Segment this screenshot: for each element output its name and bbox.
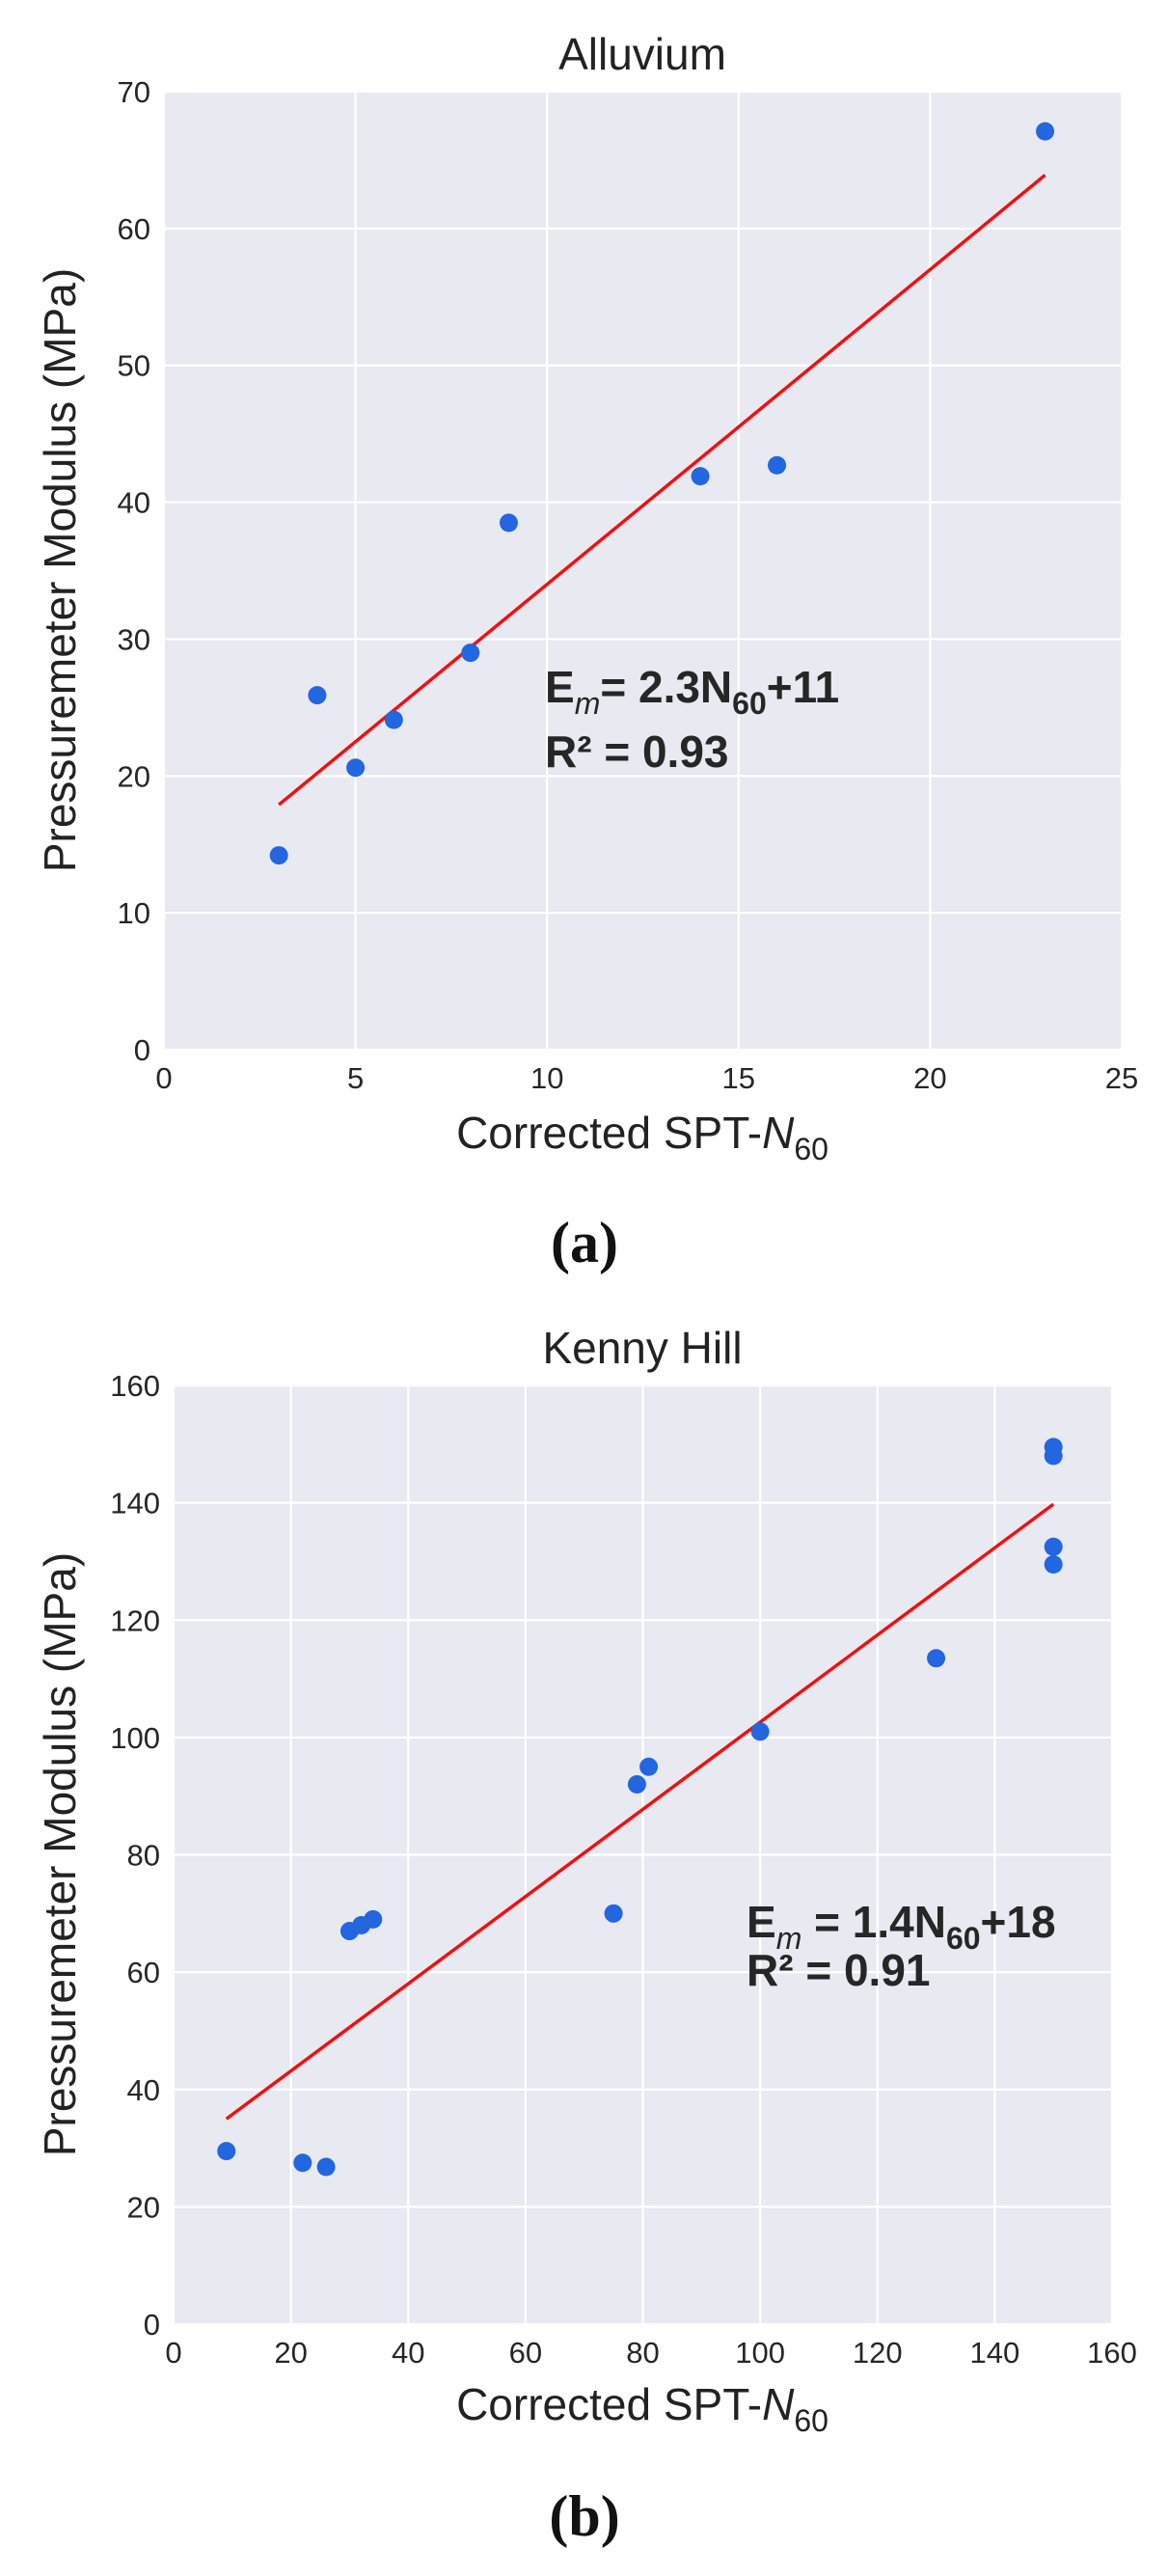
x-axis-label: Corrected SPT-N60 [456,1108,828,1166]
x-tick-label: 5 [347,1061,364,1095]
data-point [499,513,518,533]
gridlines [172,1384,1114,2326]
data-point [1044,1554,1063,1574]
data-point [461,644,480,663]
x-tick-label: 10 [530,1061,563,1095]
data-point [384,710,403,729]
x-axis-label-sub: 60 [794,2403,828,2438]
y-axis-label: Pressuremeter Modulus (MPa) [35,1552,85,2156]
panel-letter: a [570,1211,599,1274]
eq-rhs: = 2.3N [600,662,732,712]
panel-letter: b [568,2484,600,2548]
chart-title: Alluvium [558,29,726,79]
x-axis-label-main: Corrected SPT- [456,1108,762,1158]
eq-rhs: = 1.4N [801,1897,946,1947]
data-point [1044,1537,1063,1556]
r-squared: R² = 0.93 [545,726,729,777]
data-point [1044,1438,1063,1457]
data-point [364,1909,383,1929]
chart-alluvium: 0 5 10 15 20 25 0 10 20 30 40 50 60 70 Alluvium Corre… [35,29,1138,1274]
x-axis-label-sub: 60 [794,1132,828,1166]
data-point [768,455,787,475]
plot-area [164,92,1122,1050]
x-tick-label: 120 [853,2336,903,2370]
y-tick-label: 50 [118,349,150,383]
regression-line [278,174,1046,807]
data-points [269,122,1055,865]
y-tick-label: 0 [134,1033,150,1067]
data-point [604,1904,623,1923]
x-tick-label: 15 [722,1061,755,1095]
regression-equation: Em= 2.3N60+11 [545,662,839,721]
eq-lhs: E [545,662,575,712]
eq-lhs-sub: m [575,686,601,721]
y-tick-label: 140 [110,1487,160,1521]
r-squared: R² = 0.91 [747,1945,931,1995]
data-point [691,467,710,486]
regression-equation: Em = 1.4N60+18 [747,1897,1056,1956]
panel-label-a: (a) [551,1211,618,1274]
data-point [217,2142,236,2161]
y-tick-label: 40 [118,486,150,520]
y-tick-label: 40 [127,2073,160,2107]
y-tick-label: 30 [118,622,150,656]
x-tick-label: 20 [913,1061,946,1095]
x-tick-label: 100 [735,2336,785,2370]
x-tick-label: 60 [509,2336,542,2370]
x-tick-label: 140 [970,2336,1020,2370]
y-tick-label: 70 [118,75,150,109]
x-tick-label: 160 [1087,2336,1137,2370]
eq-rhs-const: +18 [981,1897,1056,1947]
regression-line [225,1502,1055,2121]
eq-lhs-sub: m [776,1921,802,1956]
data-point [316,2157,336,2177]
y-tick-label: 20 [127,2190,160,2224]
tick-labels: 0 20 40 60 80 100 120 140 160 0 20 40 60 80 100 120 140 1… [110,1369,1137,2370]
eq-lhs: E [747,1897,776,1947]
eq-rhs-const: +11 [767,662,840,712]
data-point [627,1775,646,1795]
data-point [308,686,327,705]
x-tick-label: 0 [165,2336,181,2370]
eq-rhs-sub: 60 [732,686,767,721]
data-points [217,1438,1063,2177]
y-tick-label: 60 [127,1956,160,1989]
y-tick-label: 60 [118,212,150,246]
gridlines [162,90,1124,1052]
x-tick-label: 25 [1105,1061,1138,1095]
chart-title: Kenny Hill [542,1323,742,1373]
chart-kenny-hill: 0 20 40 60 80 100 120 140 160 0 20 40 60 80 100 120 140 1… [35,1323,1137,2548]
panel-label-b: (b) [549,2484,619,2548]
y-tick-label: 160 [110,1369,160,1403]
y-tick-label: 20 [118,759,150,793]
x-tick-label: 20 [274,2336,307,2370]
x-axis-label-var: N [762,1108,795,1158]
y-tick-label: 0 [144,2308,160,2342]
tick-labels: 0 5 10 15 20 25 0 10 20 30 40 50 60 70 [118,75,1139,1095]
y-tick-label: 120 [110,1603,160,1637]
y-tick-label: 100 [110,1721,160,1755]
eq-rhs-sub: 60 [946,1921,981,1956]
x-tick-label: 0 [155,1061,172,1095]
data-point [639,1757,659,1776]
x-axis-label-main: Corrected SPT- [456,2379,762,2429]
y-axis-label: Pressuremeter Modulus (MPa) [35,268,85,872]
x-tick-label: 40 [392,2336,424,2370]
y-tick-label: 10 [118,896,150,930]
x-tick-label: 80 [626,2336,659,2370]
data-point [293,2153,312,2173]
data-point [269,846,288,865]
x-axis-label: Corrected SPT-N60 [456,2379,828,2438]
data-point [346,758,366,778]
data-point [750,1722,770,1741]
x-axis-label-var: N [762,2379,795,2429]
data-point [1036,122,1055,141]
y-tick-label: 80 [127,1839,160,1873]
data-point [927,1649,946,1668]
